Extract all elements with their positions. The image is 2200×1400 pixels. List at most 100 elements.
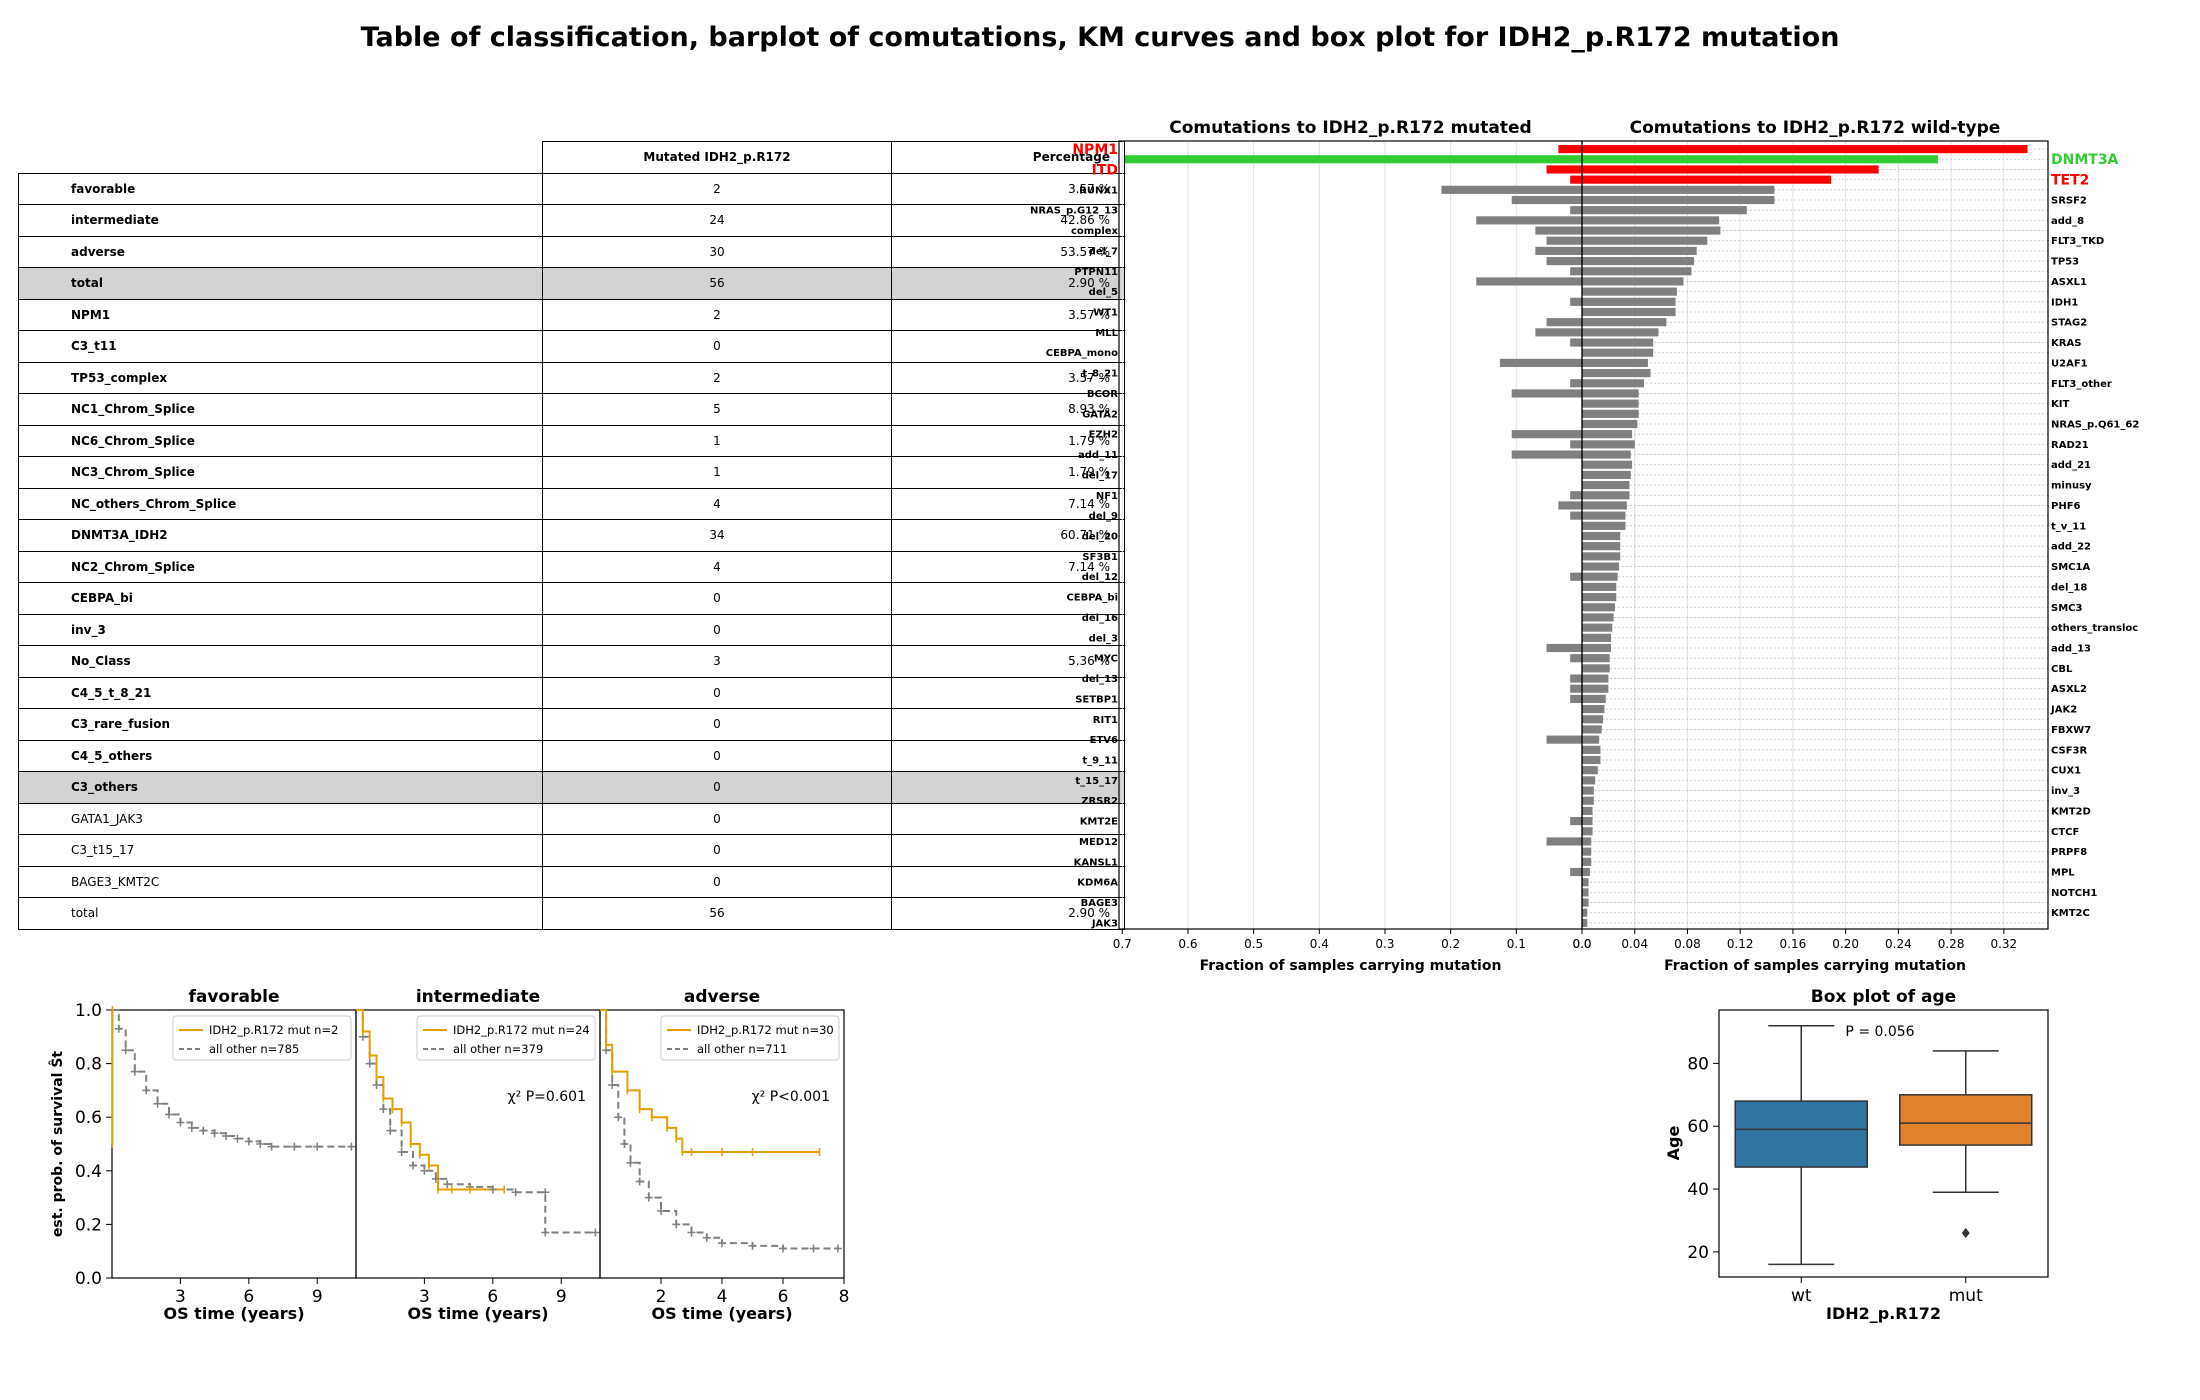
gene-label: CSF3R bbox=[2051, 745, 2088, 756]
censor-mark bbox=[130, 1067, 139, 1076]
bar-mutated bbox=[1570, 654, 1582, 663]
bar-mutated bbox=[1511, 389, 1582, 398]
x-tick-label: 3 bbox=[175, 1287, 186, 1307]
km-legend bbox=[416, 1015, 596, 1061]
bar-wild-type bbox=[1582, 572, 1618, 581]
censor-mark bbox=[379, 1105, 388, 1114]
x-tick-label: 0.3 bbox=[1375, 937, 1394, 951]
bar-wild-type bbox=[1582, 908, 1588, 917]
bar-mutated bbox=[1570, 297, 1582, 306]
bar-wild-type bbox=[1582, 664, 1610, 673]
bar-wild-type bbox=[1582, 684, 1609, 693]
km-curve-all-other bbox=[112, 1009, 352, 1148]
table-row: adverse 30 53.57 % bbox=[18, 235, 1125, 268]
bar-mutated bbox=[1546, 165, 1582, 174]
page-title: Table of classification, barplot of comu… bbox=[360, 22, 1840, 53]
row-label: favorable bbox=[18, 172, 543, 205]
bar-mutated bbox=[1546, 236, 1582, 245]
row-label: TP53_complex bbox=[18, 361, 543, 394]
bar-wild-type bbox=[1582, 786, 1594, 795]
km-curve-mutated bbox=[600, 1009, 820, 1154]
bar-wild-type bbox=[1582, 654, 1610, 663]
gene-label: IDH1 bbox=[2051, 297, 2078, 308]
y-tick-label: 0.8 bbox=[75, 1055, 102, 1075]
row-label: CEBPA_bi bbox=[18, 582, 543, 615]
box-title: Box plot of age bbox=[1811, 987, 1956, 1007]
table-row: inv_3 0 bbox=[18, 613, 1125, 646]
row-percentage bbox=[891, 865, 1125, 898]
row-mutated: 0 bbox=[542, 330, 892, 363]
x-tick-label: 0.32 bbox=[1990, 937, 2017, 951]
bar-wild-type bbox=[1582, 735, 1600, 744]
censor-mark bbox=[443, 1180, 452, 1189]
gene-label: RAD21 bbox=[2051, 440, 2089, 451]
bar-mutated bbox=[1570, 817, 1582, 826]
censor-mark bbox=[142, 1086, 151, 1095]
row-mutated: 0 bbox=[542, 676, 892, 709]
row-percentage bbox=[891, 613, 1125, 646]
row-label: C3_rare_fusion bbox=[18, 708, 543, 741]
censor-mark bbox=[466, 1182, 475, 1191]
x-axis-label: OS time (years) bbox=[651, 1304, 792, 1323]
gene-label: del_18 bbox=[2051, 582, 2087, 593]
bar-wild-type bbox=[1582, 175, 1832, 184]
bar-mutated bbox=[1476, 216, 1582, 225]
censor-mark bbox=[233, 1134, 242, 1143]
box-frame bbox=[1718, 1009, 2049, 1278]
table-row: TP53_complex 2 3.57 % bbox=[18, 361, 1125, 394]
censor-mark bbox=[626, 1158, 635, 1167]
row-mutated: 24 bbox=[542, 204, 892, 237]
bar-wild-type bbox=[1582, 623, 1613, 632]
bar-wild-type bbox=[1582, 796, 1594, 805]
bar-wild-type bbox=[1582, 440, 1635, 449]
bar-mutated bbox=[1535, 328, 1582, 337]
gene-label: CTCF bbox=[2051, 827, 2079, 838]
censor-mark bbox=[267, 1142, 276, 1151]
right-axes-frame bbox=[1581, 140, 2049, 930]
censor-mark bbox=[431, 1174, 440, 1183]
bar-mutated bbox=[1535, 246, 1582, 255]
table-row: No_Class 3 5.36 % bbox=[18, 645, 1125, 678]
km-curve-all-other bbox=[600, 1009, 838, 1250]
censor-mark bbox=[121, 1046, 130, 1055]
table-row: CEBPA_bi 0 bbox=[18, 582, 1125, 615]
bar-mutated bbox=[1558, 501, 1582, 510]
table-row: favorable 2 3.57 % bbox=[18, 172, 1125, 205]
bar-wild-type bbox=[1582, 491, 1630, 500]
y-axis-label: est. prob. of survival Ŝt bbox=[48, 1051, 66, 1238]
gene-label: KIT bbox=[2051, 399, 2069, 410]
km-panel-frame bbox=[111, 1009, 357, 1279]
y-axis-label: Age bbox=[1664, 1126, 1683, 1161]
row-mutated: 0 bbox=[542, 865, 892, 898]
row-percentage: 7.14 % bbox=[891, 487, 1125, 520]
km-curve-mutated bbox=[356, 1009, 505, 1191]
bar-wild-type bbox=[1582, 409, 1639, 418]
bar-mutated bbox=[1499, 358, 1582, 367]
bar-wild-type bbox=[1582, 226, 1721, 235]
row-percentage: 1.79 % bbox=[891, 456, 1125, 489]
bar-wild-type bbox=[1582, 542, 1621, 551]
y-tick-label: 60 bbox=[1687, 1117, 1709, 1137]
table-row: intermediate 24 42.86 % bbox=[18, 204, 1125, 237]
box-pvalue: P = 0.056 bbox=[1845, 1024, 1914, 1040]
bar-wild-type bbox=[1582, 216, 1720, 225]
gene-label: t_v_11 bbox=[2051, 521, 2086, 532]
censor-mark bbox=[256, 1140, 265, 1148]
row-mutated: 2 bbox=[542, 361, 892, 394]
row-mutated: 1 bbox=[542, 424, 892, 457]
bar-mutated bbox=[1570, 491, 1582, 500]
censor-mark bbox=[541, 1188, 550, 1197]
gene-label: NRAS_p.Q61_62 bbox=[2051, 420, 2139, 431]
bar-wild-type bbox=[1582, 725, 1602, 734]
left-x-axis-label: Fraction of samples carrying mutation bbox=[1200, 958, 1502, 974]
y-tick-label: 0.2 bbox=[75, 1215, 102, 1235]
row-mutated: 4 bbox=[542, 550, 892, 583]
bar-wild-type bbox=[1582, 430, 1633, 439]
row-percentage bbox=[891, 708, 1125, 741]
censor-mark bbox=[488, 1185, 497, 1194]
bar-wild-type bbox=[1582, 827, 1593, 836]
row-percentage: 3.57 % bbox=[891, 172, 1125, 205]
km-panel-title: favorable bbox=[188, 987, 279, 1007]
censor-mark bbox=[591, 1228, 600, 1237]
km-panel-frame bbox=[599, 1009, 845, 1279]
